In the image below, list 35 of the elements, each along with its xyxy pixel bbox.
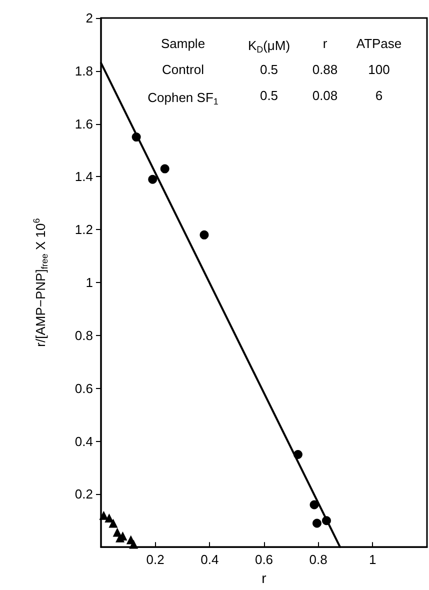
annotation: 100 [368,62,390,77]
point [99,510,108,520]
y-tick-label: 1 [86,275,93,290]
x-tick-label: 0.2 [146,552,164,568]
y-tick-label: 0.2 [74,486,93,502]
y-axis-title: r/[AMP−PNP]free X 106 [32,218,50,347]
annotation: 0.88 [312,62,338,77]
x-tick-label: 0.8 [309,552,328,568]
x-tick-label: 0.4 [200,552,219,568]
annotation: 0.08 [312,88,338,103]
annotation: Control [162,62,204,77]
y-tick-label: 0.6 [74,380,93,396]
point [148,174,158,184]
y-tick-label: 0.8 [74,328,93,343]
x-tick-label: 1 [369,552,376,568]
point [312,518,322,528]
y-tick-label: 0.4 [74,434,93,449]
point [310,500,319,510]
point [160,164,170,174]
annotation: 0.5 [260,62,278,77]
point [200,230,209,240]
y-tick-label: 1.6 [74,116,93,132]
x-tick-label: 0.6 [254,552,274,568]
y-tick-label: 2 [86,10,93,26]
annotation: ATPase [356,36,402,51]
point [129,540,138,549]
y-tick-label: 1.2 [74,222,93,238]
y-tick-label: 1.4 [74,169,93,184]
y-tick-label: 1.8 [74,63,93,78]
x-axis-title: r [262,570,267,586]
annotation: 6 [375,88,383,103]
point [108,518,118,528]
annotation: 0.5 [260,88,278,103]
annotation: r [322,36,328,51]
annotation: Sample [160,36,206,51]
